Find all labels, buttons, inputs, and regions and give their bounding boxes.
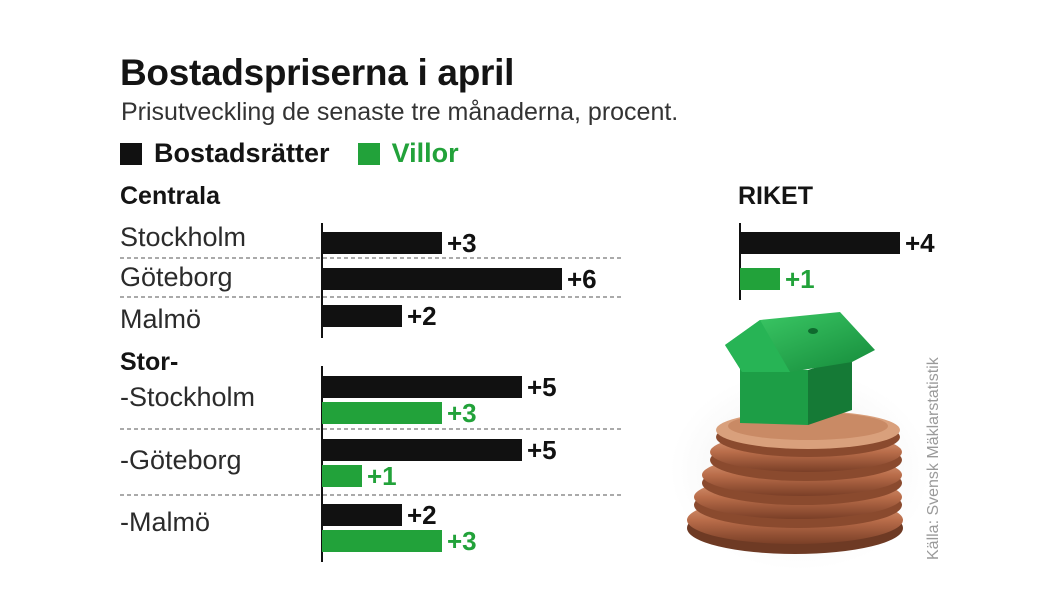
row-label-malmo: Malmö — [120, 304, 202, 334]
value-labels: +3 +6 +2 +5 +3 +5 +1 +2 +3 +4 +1 — [367, 228, 935, 556]
row-label-stockholm: Stockholm — [120, 222, 247, 252]
riket-bostadsratter-bar — [740, 232, 900, 254]
chart-subtitle: Prisutveckling de senaste tre månaderna,… — [121, 98, 679, 126]
legend-item-bostadsratter: Bostadsrätter — [120, 138, 330, 169]
row-label-stor-stockholm: -Stockholm — [120, 382, 256, 412]
section-label-centrala: Centrala — [120, 182, 221, 210]
chart-title: Bostadspriserna i april — [120, 52, 515, 93]
stor-1-bostadsratter-value-label: +5 — [527, 435, 557, 465]
centrala-2-bostadsratter-value-label: +2 — [407, 301, 437, 331]
row-label-stor-malmo: -Malmö — [120, 507, 211, 537]
legend-swatch-villor — [357, 142, 380, 165]
stor-1-villor-bar — [322, 465, 362, 487]
stor-2-villor-bar — [322, 530, 442, 552]
legend: Bostadsrätter Villor — [120, 138, 487, 169]
bars — [322, 232, 900, 552]
legend-item-villor: Villor — [357, 138, 459, 169]
stor-0-bostadsratter-value-label: +5 — [527, 372, 557, 402]
stor-0-bostadsratter-bar — [322, 376, 522, 398]
coins-house-icon — [670, 312, 930, 570]
stor-2-bostadsratter-bar — [322, 504, 402, 526]
stor-2-bostadsratter-value-label: +2 — [407, 500, 437, 530]
legend-label-villor: Villor — [391, 138, 459, 168]
stor-1-bostadsratter-bar — [322, 439, 522, 461]
centrala-0-bostadsratter-value-label: +3 — [447, 228, 477, 258]
row-label-stor-goteborg: -Göteborg — [120, 445, 242, 475]
stor-1-villor-value-label: +1 — [367, 461, 397, 491]
riket-villor-bar — [740, 268, 780, 290]
legend-swatch-bostadsratter — [120, 142, 142, 165]
stor-0-villor-bar — [322, 402, 442, 424]
centrala-1-bostadsratter-bar — [322, 268, 562, 290]
riket-bostadsratter-value-label: +4 — [905, 228, 935, 258]
centrala-2-bostadsratter-bar — [322, 305, 402, 327]
centrala-1-bostadsratter-value-label: +6 — [567, 264, 597, 294]
legend-label-bostadsratter: Bostadsrätter — [154, 138, 330, 168]
centrala-0-bostadsratter-bar — [322, 232, 442, 254]
section-label-stor: Stor- — [120, 348, 179, 376]
riket-villor-value-label: +1 — [785, 264, 815, 294]
section-label-riket: RIKET — [738, 182, 813, 210]
row-label-goteborg: Göteborg — [120, 262, 233, 292]
stor-2-villor-value-label: +3 — [447, 526, 477, 556]
source-note: Källa: Svensk Mäklarstatistik — [925, 357, 942, 560]
stor-0-villor-value-label: +3 — [447, 398, 477, 428]
